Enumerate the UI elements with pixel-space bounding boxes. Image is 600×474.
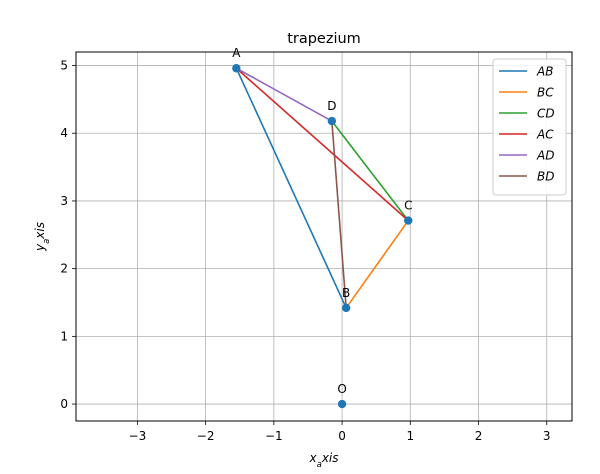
point-label-d: D: [327, 99, 336, 113]
x-tick-label: −1: [265, 429, 283, 443]
series-lines: [235, 67, 410, 310]
x-tick-label: 1: [406, 429, 414, 443]
chart-title: trapezium: [287, 31, 361, 47]
x-tick-label: 2: [475, 429, 483, 443]
y-tick-label: 0: [60, 397, 68, 411]
y-tick-label: 4: [60, 126, 68, 140]
y-tick-label: 5: [60, 59, 68, 73]
point-label-o: O: [337, 382, 346, 396]
point-marker-d: [327, 116, 337, 126]
legend-label-cd: CD: [537, 107, 555, 121]
x-axis-label: xaxis: [308, 451, 338, 470]
x-tick-label: −3: [129, 429, 147, 443]
series-line-ab: [235, 67, 348, 309]
point-marker-o: [337, 399, 347, 409]
series-line-cd: [330, 119, 410, 222]
series-line-ac: [235, 67, 410, 222]
point-labels: A B C D O: [232, 46, 412, 396]
legend-label-ad: AD: [536, 149, 554, 163]
legend-box: [492, 58, 567, 196]
legend: AB BC CD AC AD BD: [492, 58, 567, 196]
y-tick-label: 1: [60, 329, 68, 343]
legend-label-bc: BC: [537, 86, 554, 100]
point-marker-c: [404, 216, 413, 225]
x-tick-label: 0: [338, 429, 346, 443]
point-marker-a: [232, 64, 241, 73]
x-tick-label: −2: [197, 429, 215, 443]
point-label-a: A: [232, 46, 241, 60]
data-points: [232, 64, 413, 409]
series-line-bd: [330, 120, 348, 309]
point-marker-b: [341, 303, 351, 313]
series-line-ad: [235, 67, 333, 123]
y-tick-label: 2: [60, 262, 68, 276]
y-tick-label: 3: [60, 194, 68, 208]
y-axis-label: yaxis: [33, 222, 52, 252]
legend-label-bd: BD: [537, 170, 554, 184]
plot-area-frame: [75, 51, 573, 422]
point-label-b: B: [342, 286, 350, 300]
legend-label-ab: AB: [536, 65, 553, 79]
legend-label-ac: AC: [536, 128, 554, 142]
x-tick-label: 3: [543, 429, 551, 443]
series-line-bc: [345, 219, 410, 310]
axis-ticks: −3 −2 −1 0 1 2 3 0 1 2 3 4 5: [60, 59, 550, 443]
grid: [76, 52, 572, 421]
point-label-c: C: [404, 199, 412, 213]
